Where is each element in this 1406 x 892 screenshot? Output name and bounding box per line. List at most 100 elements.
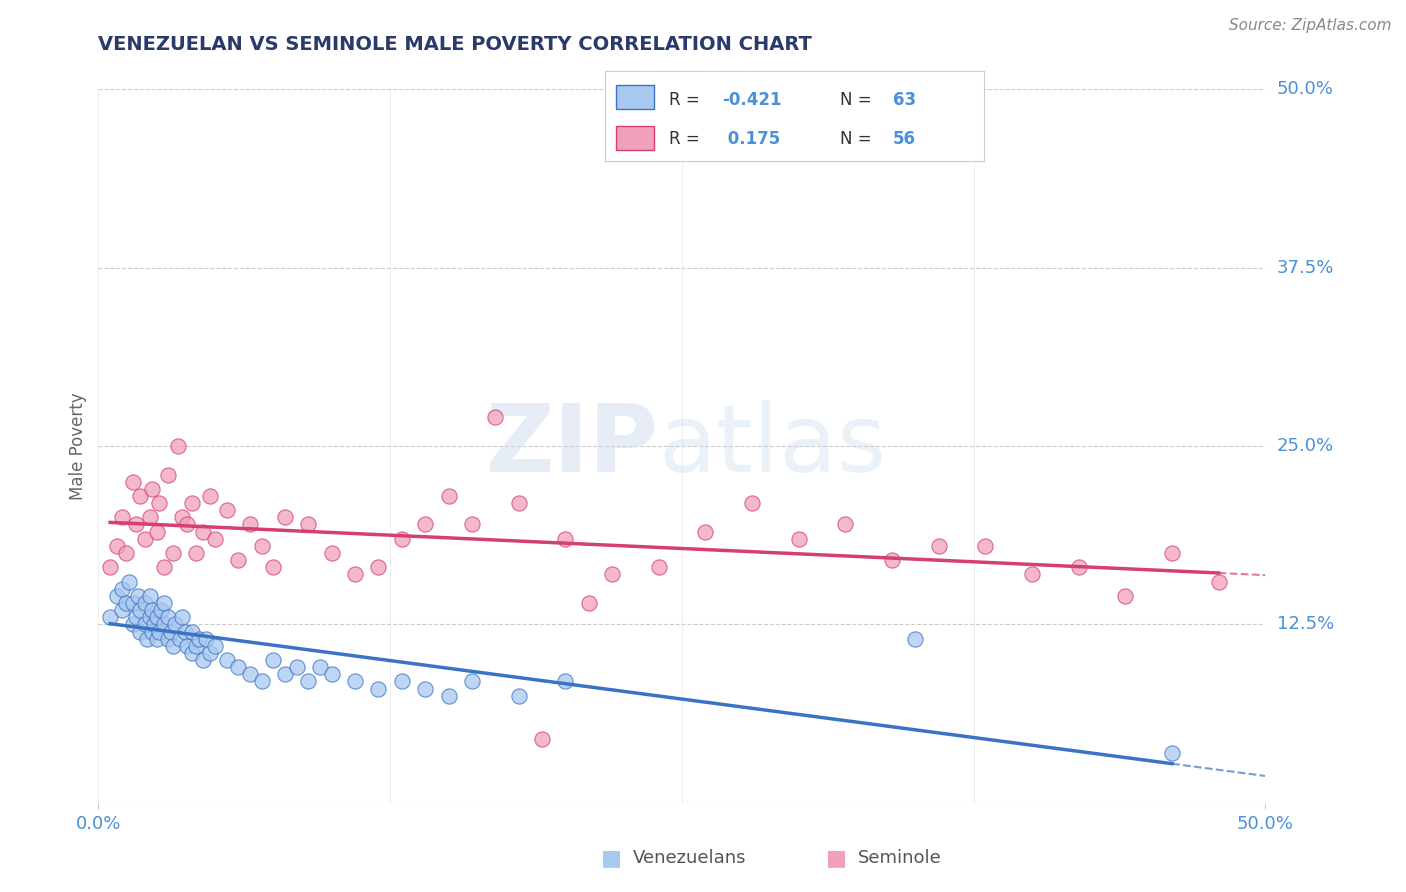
Point — [125, 610, 148, 624]
Point — [180, 624, 202, 639]
Point — [186, 639, 208, 653]
Point — [228, 660, 250, 674]
Point — [127, 589, 149, 603]
Point — [148, 496, 170, 510]
Point — [139, 610, 162, 624]
Point — [274, 510, 297, 524]
Point — [136, 632, 159, 646]
Point — [186, 546, 208, 560]
Y-axis label: Male Poverty: Male Poverty — [69, 392, 87, 500]
Text: N =: N = — [839, 91, 877, 109]
Point — [176, 517, 198, 532]
Point — [139, 510, 162, 524]
Point — [344, 674, 367, 689]
Point — [152, 560, 174, 574]
Point — [285, 660, 308, 674]
Text: N =: N = — [839, 130, 877, 148]
Point — [166, 439, 188, 453]
Text: ■: ■ — [827, 848, 846, 868]
Point — [150, 603, 173, 617]
Point — [695, 524, 717, 539]
Point — [834, 517, 856, 532]
Point — [321, 667, 343, 681]
Point — [193, 524, 215, 539]
Point — [204, 532, 226, 546]
Point — [176, 639, 198, 653]
Point — [239, 517, 262, 532]
Text: atlas: atlas — [658, 400, 887, 492]
Point — [578, 596, 600, 610]
Text: Source: ZipAtlas.com: Source: ZipAtlas.com — [1229, 18, 1392, 33]
Point — [1161, 746, 1184, 760]
Point — [741, 496, 763, 510]
Point — [148, 624, 170, 639]
Point — [157, 632, 180, 646]
Point — [98, 610, 121, 624]
Point — [309, 660, 332, 674]
Point — [530, 731, 553, 746]
Point — [134, 532, 156, 546]
Point — [391, 674, 413, 689]
Point — [141, 603, 163, 617]
Point — [115, 546, 138, 560]
Point — [274, 667, 297, 681]
Point — [111, 510, 134, 524]
Bar — [616, 126, 654, 150]
Point — [193, 653, 215, 667]
Point — [180, 646, 202, 660]
Text: Seminole: Seminole — [858, 849, 942, 867]
Text: -0.421: -0.421 — [723, 91, 782, 109]
Text: 12.5%: 12.5% — [1277, 615, 1334, 633]
Text: VENEZUELAN VS SEMINOLE MALE POVERTY CORRELATION CHART: VENEZUELAN VS SEMINOLE MALE POVERTY CORR… — [98, 35, 813, 54]
Point — [200, 489, 222, 503]
Point — [172, 510, 194, 524]
Point — [134, 596, 156, 610]
Point — [461, 674, 484, 689]
Point — [200, 646, 222, 660]
Point — [1161, 546, 1184, 560]
Point — [437, 689, 460, 703]
Point — [262, 560, 284, 574]
Point — [228, 553, 250, 567]
Point — [239, 667, 262, 681]
Point — [105, 589, 128, 603]
Text: 25.0%: 25.0% — [1277, 437, 1334, 455]
Text: 56: 56 — [893, 130, 917, 148]
Point — [157, 610, 180, 624]
Point — [162, 546, 184, 560]
Point — [152, 617, 174, 632]
Point — [162, 639, 184, 653]
Point — [152, 596, 174, 610]
Point — [600, 567, 623, 582]
Point — [180, 496, 202, 510]
Point — [367, 560, 389, 574]
Point — [367, 681, 389, 696]
Point — [215, 503, 238, 517]
Point — [554, 674, 576, 689]
Point — [125, 517, 148, 532]
Text: Venezuelans: Venezuelans — [633, 849, 747, 867]
Point — [134, 617, 156, 632]
Point — [297, 517, 319, 532]
Point — [1114, 589, 1136, 603]
Point — [98, 560, 121, 574]
Point — [647, 560, 669, 574]
Point — [413, 517, 436, 532]
Point — [111, 603, 134, 617]
Point — [172, 610, 194, 624]
Point — [159, 624, 181, 639]
Point — [1021, 567, 1043, 582]
Point — [262, 653, 284, 667]
Text: R =: R = — [669, 130, 706, 148]
Text: R =: R = — [669, 91, 706, 109]
Point — [508, 496, 530, 510]
Point — [118, 574, 141, 589]
Point — [880, 553, 903, 567]
Point — [122, 475, 145, 489]
Point — [141, 624, 163, 639]
Point — [391, 532, 413, 546]
Point — [413, 681, 436, 696]
Point — [146, 524, 169, 539]
Point — [508, 689, 530, 703]
Point — [787, 532, 810, 546]
